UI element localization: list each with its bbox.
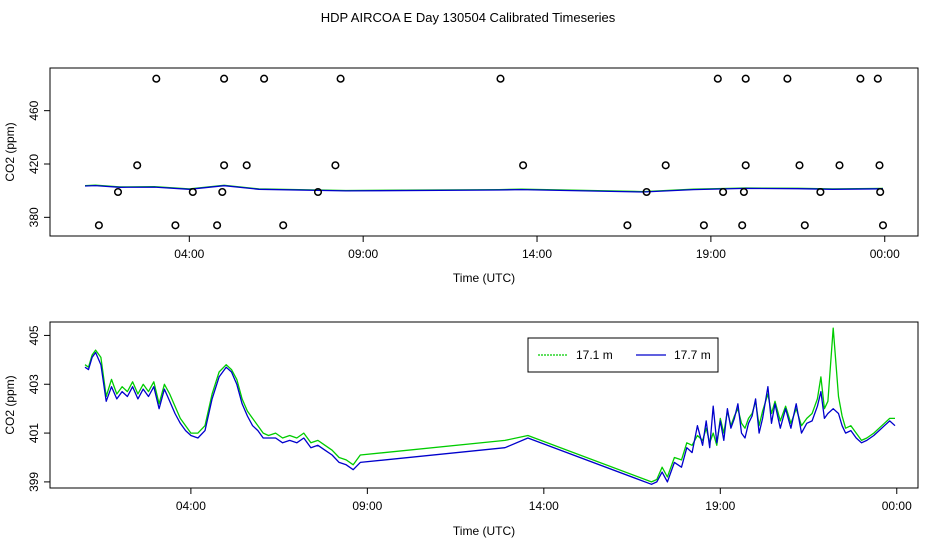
scatter-point xyxy=(816,187,825,197)
scatter-point xyxy=(336,74,345,83)
top-panel: 380 420 460 04:00 09:00 14:00 19:00 00:00 Time… xyxy=(3,67,919,285)
legend-label-17-7m: 17.7 m xyxy=(674,348,711,362)
y-tick-label: 401 xyxy=(27,423,41,443)
x-tick-label: 00:00 xyxy=(870,247,900,261)
bottom-series xyxy=(84,327,896,485)
top-series xyxy=(84,184,884,193)
scatter-point xyxy=(875,161,884,170)
top-y-label: CO2 (ppm) xyxy=(3,122,17,181)
scatter-point xyxy=(152,74,161,83)
scatter-point xyxy=(800,221,809,230)
legend-label-17-1m: 17.1 m xyxy=(576,348,613,362)
scatter-point xyxy=(496,74,505,83)
bottom-y-label: CO2 (ppm) xyxy=(3,375,17,434)
scatter-point xyxy=(661,161,670,170)
scatter-point xyxy=(260,74,269,83)
scatter-point xyxy=(171,221,180,230)
scatter-point xyxy=(713,74,722,83)
scatter-point xyxy=(188,187,197,197)
y-tick-label: 399 xyxy=(27,472,41,492)
scatter-point xyxy=(795,161,804,170)
figure-title: HDP AIRCOA E Day 130504 Calibrated Times… xyxy=(321,10,616,25)
x-tick-label: 09:00 xyxy=(348,247,378,261)
top-x-axis: 04:00 09:00 14:00 19:00 00:00 xyxy=(174,236,900,261)
bottom-x-axis: 04:00 09:00 14:00 19:00 00:00 xyxy=(176,488,912,513)
x-tick-label: 19:00 xyxy=(705,499,735,513)
bottom-panel: 399 401 403 405 04:00 09:00 14:00 19:00 00:00 T… xyxy=(3,321,919,538)
y-tick-label: 405 xyxy=(27,325,41,345)
top-x-label: Time (UTC) xyxy=(453,271,515,285)
scatter-point xyxy=(220,74,229,83)
bottom-plot-frame xyxy=(49,321,919,489)
x-tick-label: 09:00 xyxy=(352,499,382,513)
scatter-point xyxy=(878,221,888,230)
scatter-point xyxy=(873,74,882,83)
y-tick-label: 420 xyxy=(27,154,41,174)
top-series-line-17-7m xyxy=(84,184,884,193)
x-tick-label: 04:00 xyxy=(176,499,206,513)
top-y-axis: 380 420 460 xyxy=(27,100,50,227)
x-tick-label: 14:00 xyxy=(522,247,552,261)
y-tick-label: 380 xyxy=(27,207,41,227)
scatter-point xyxy=(133,161,142,170)
top-scatter-points xyxy=(94,74,888,230)
scatter-point xyxy=(719,187,728,197)
scatter-point xyxy=(113,187,123,197)
scatter-point xyxy=(213,221,222,230)
scatter-point xyxy=(331,161,340,170)
scatter-point xyxy=(856,74,865,83)
x-tick-label: 19:00 xyxy=(696,247,726,261)
y-tick-label: 460 xyxy=(27,100,41,120)
x-tick-label: 14:00 xyxy=(529,499,559,513)
scatter-point xyxy=(279,221,288,230)
scatter-point xyxy=(218,187,227,197)
bottom-x-label: Time (UTC) xyxy=(453,524,515,538)
scatter-point xyxy=(220,161,229,170)
scatter-point xyxy=(876,187,885,197)
legend: 17.1 m 17.7 m xyxy=(527,337,719,373)
bottom-y-axis: 399 401 403 405 xyxy=(27,325,50,492)
scatter-point xyxy=(94,221,103,230)
scatter-point xyxy=(783,74,792,83)
series-line-17-1-m xyxy=(84,327,895,483)
scatter-point xyxy=(835,161,844,170)
scatter-point xyxy=(741,74,750,83)
scatter-point xyxy=(738,221,747,230)
scatter-point xyxy=(699,221,708,230)
scatter-point xyxy=(642,187,651,197)
scatter-point xyxy=(242,161,251,170)
scatter-point xyxy=(519,161,528,170)
scatter-point xyxy=(623,221,632,230)
scatter-point xyxy=(739,187,748,197)
x-tick-label: 00:00 xyxy=(882,499,912,513)
scatter-point xyxy=(313,187,323,197)
top-plot-frame xyxy=(49,67,919,237)
y-tick-label: 403 xyxy=(27,374,41,394)
series-line-17-7-m xyxy=(84,351,896,485)
scatter-point xyxy=(741,161,750,170)
x-tick-label: 04:00 xyxy=(174,247,204,261)
